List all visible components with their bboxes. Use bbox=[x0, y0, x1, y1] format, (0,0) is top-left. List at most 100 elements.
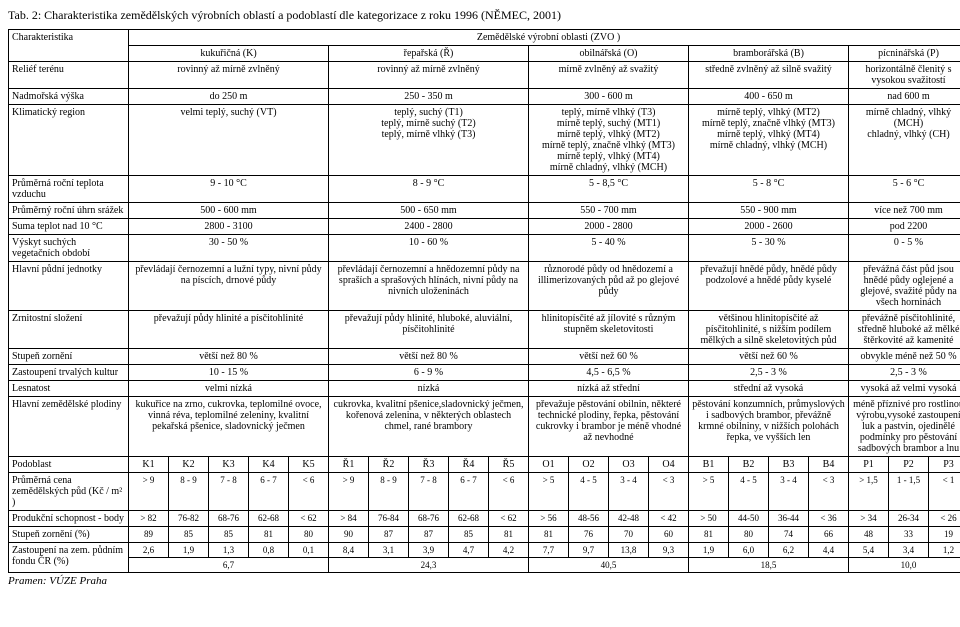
table-cell: > 5 bbox=[529, 473, 569, 511]
main-table: Charakteristika Zemědělské výrobní oblas… bbox=[8, 29, 960, 573]
table-cell: > 50 bbox=[689, 511, 729, 527]
table-cell: 6,2 bbox=[769, 543, 809, 558]
table-cell: 4,5 - 6,5 % bbox=[529, 365, 689, 381]
table-cell: < 1 bbox=[929, 473, 960, 511]
table-cell: 2000 - 2600 bbox=[689, 219, 849, 235]
table-cell: 250 - 350 m bbox=[329, 89, 529, 105]
table-cell: 68-76 bbox=[409, 511, 449, 527]
table-cell: středně zvlněný až silně svažitý bbox=[689, 62, 849, 89]
table-source: Pramen: VÚZE Praha bbox=[8, 575, 952, 587]
table-cell: méně příznivé pro rostlinou výrobu,vysok… bbox=[849, 397, 960, 457]
table-cell: 3,9 bbox=[409, 543, 449, 558]
table-cell: 2,5 - 3 % bbox=[689, 365, 849, 381]
table-cell: < 36 bbox=[809, 511, 849, 527]
table-cell: převažují půdy hlinité, hluboké, aluviál… bbox=[329, 311, 529, 349]
table-cell: 90 bbox=[329, 527, 369, 543]
table-cell: 3 - 4 bbox=[769, 473, 809, 511]
table-cell: 8 - 9 °C bbox=[329, 176, 529, 203]
table-cell: 26-34 bbox=[889, 511, 929, 527]
subcol-header: K3 bbox=[209, 457, 249, 473]
table-cell: 19 bbox=[929, 527, 960, 543]
subcol-header: Ř4 bbox=[449, 457, 489, 473]
table-cell: 5 - 30 % bbox=[689, 235, 849, 262]
table-cell: Hlavní půdní jednotky bbox=[9, 262, 129, 311]
table-cell: převažuje pěstování obilnin, některé tec… bbox=[529, 397, 689, 457]
table-cell: 80 bbox=[729, 527, 769, 543]
col-B: bramborářská (B) bbox=[689, 46, 849, 62]
table-cell: 2800 - 3100 bbox=[129, 219, 329, 235]
subcol-header: Ř5 bbox=[489, 457, 529, 473]
table-cell: 0 - 5 % bbox=[849, 235, 960, 262]
table-cell: > 84 bbox=[329, 511, 369, 527]
table-cell: Reliéf terénu bbox=[9, 62, 129, 89]
table-cell: > 5 bbox=[689, 473, 729, 511]
table-cell: vysoká až velmi vysoká bbox=[849, 381, 960, 397]
table-cell: nad 600 m bbox=[849, 89, 960, 105]
table-cell: 7 - 8 bbox=[409, 473, 449, 511]
table-cell: < 6 bbox=[489, 473, 529, 511]
table-cell: 66 bbox=[809, 527, 849, 543]
table-cell: 9 - 10 °C bbox=[129, 176, 329, 203]
table-row-label: Produkční schopnost - body bbox=[9, 511, 129, 527]
table-row-label: Zastoupení na zem. půdním fondu ČR (%) bbox=[9, 543, 129, 573]
table-cell: 2400 - 2800 bbox=[329, 219, 529, 235]
table-cell: 6,7 bbox=[129, 558, 329, 573]
table-cell: teplý, mírně vlhký (T3) mírně teplý, suc… bbox=[529, 105, 689, 176]
col-characteristic: Charakteristika bbox=[9, 30, 129, 62]
table-cell: 550 - 900 mm bbox=[689, 203, 849, 219]
table-row-label: Průměrná cena zemědělských půd (Kč / m² … bbox=[9, 473, 129, 511]
table-cell: 5 - 6 °C bbox=[849, 176, 960, 203]
table-cell: 500 - 600 mm bbox=[129, 203, 329, 219]
table-caption: Tab. 2: Charakteristika zemědělských výr… bbox=[8, 8, 952, 23]
table-cell: 2000 - 2800 bbox=[529, 219, 689, 235]
subcol-header: O1 bbox=[529, 457, 569, 473]
table-cell: převážná část půd jsou hnědé půdy ogleje… bbox=[849, 262, 960, 311]
table-cell: cukrovka, kvalitní pšenice,sladovnický j… bbox=[329, 397, 529, 457]
table-cell: větší než 60 % bbox=[689, 349, 849, 365]
table-cell: > 1,5 bbox=[849, 473, 889, 511]
table-cell: 81 bbox=[689, 527, 729, 543]
subcol-header: P3 bbox=[929, 457, 960, 473]
table-cell: 0,8 bbox=[249, 543, 289, 558]
table-row-label: Stupeň zornění (%) bbox=[9, 527, 129, 543]
table-cell: Stupeň zornění bbox=[9, 349, 129, 365]
table-cell: 89 bbox=[129, 527, 169, 543]
top-header: Zemědělské výrobní oblasti (ZVO ) bbox=[129, 30, 960, 46]
table-cell: 24,3 bbox=[329, 558, 529, 573]
table-cell: < 62 bbox=[489, 511, 529, 527]
table-cell: Lesnatost bbox=[9, 381, 129, 397]
table-cell: 13,8 bbox=[609, 543, 649, 558]
table-cell: 1 - 1,5 bbox=[889, 473, 929, 511]
table-cell: 62-68 bbox=[249, 511, 289, 527]
table-cell: > 9 bbox=[129, 473, 169, 511]
table-cell: různorodé půdy od hnědozemí a illimerizo… bbox=[529, 262, 689, 311]
table-cell: 36-44 bbox=[769, 511, 809, 527]
table-cell: 4,2 bbox=[489, 543, 529, 558]
table-cell: Hlavní zemědělské plodiny bbox=[9, 397, 129, 457]
table-cell: 44-50 bbox=[729, 511, 769, 527]
table-cell: 8,4 bbox=[329, 543, 369, 558]
table-cell: nízká bbox=[329, 381, 529, 397]
table-cell: 76-82 bbox=[169, 511, 209, 527]
subcol-header: K1 bbox=[129, 457, 169, 473]
table-cell: 7,7 bbox=[529, 543, 569, 558]
table-cell: < 42 bbox=[649, 511, 689, 527]
table-cell: převládají černozemní a lužní typy, nivn… bbox=[129, 262, 329, 311]
table-cell: pod 2200 bbox=[849, 219, 960, 235]
subcol-header: O2 bbox=[569, 457, 609, 473]
col-P: pícninářská (P) bbox=[849, 46, 960, 62]
subcol-header: P1 bbox=[849, 457, 889, 473]
table-cell: 6 - 9 % bbox=[329, 365, 529, 381]
table-cell: 42-48 bbox=[609, 511, 649, 527]
table-cell: 1,3 bbox=[209, 543, 249, 558]
table-cell: 300 - 600 m bbox=[529, 89, 689, 105]
table-cell: 74 bbox=[769, 527, 809, 543]
table-cell: > 34 bbox=[849, 511, 889, 527]
table-cell: 500 - 650 mm bbox=[329, 203, 529, 219]
table-cell: větší než 60 % bbox=[529, 349, 689, 365]
table-cell: rovinný až mírně zvlněný bbox=[129, 62, 329, 89]
table-cell: pěstování konzumních, průmyslových i sad… bbox=[689, 397, 849, 457]
subcol-header: Ř3 bbox=[409, 457, 449, 473]
table-cell: 6 - 7 bbox=[449, 473, 489, 511]
table-cell: 48 bbox=[849, 527, 889, 543]
